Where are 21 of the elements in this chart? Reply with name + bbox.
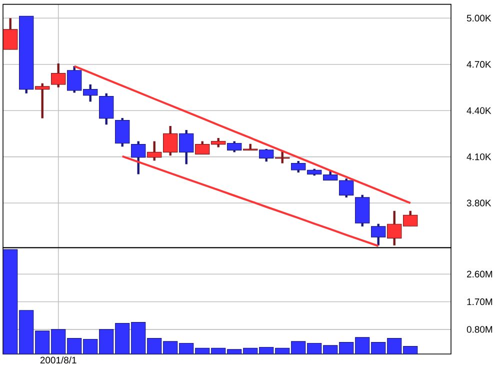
candlestick [3,17,18,51]
y-tick-label: 0.80M [466,326,492,333]
y-tick-label: 5.00K [466,14,492,22]
x-tick-label: 2001/8/1 [40,356,76,364]
candlestick [371,222,386,246]
candlestick [131,140,146,176]
candlestick [259,148,274,163]
candlestick [179,128,194,166]
candlestick [99,92,114,126]
candlestick [291,160,306,174]
y-tick-label: 2.60M [466,270,492,278]
y-tick-label: 4.10K [466,153,492,160]
y-tick-label: 3.80K [466,200,492,206]
candlestick [115,116,130,148]
line-series [73,65,412,204]
candlestick [35,82,50,120]
candlestick [51,62,66,88]
y-tick-label: 1.70M [467,298,492,306]
y-tick-label: 4.40K [466,107,492,114]
y-tick-label: 4.70K [466,61,492,68]
candlestick [227,140,242,154]
